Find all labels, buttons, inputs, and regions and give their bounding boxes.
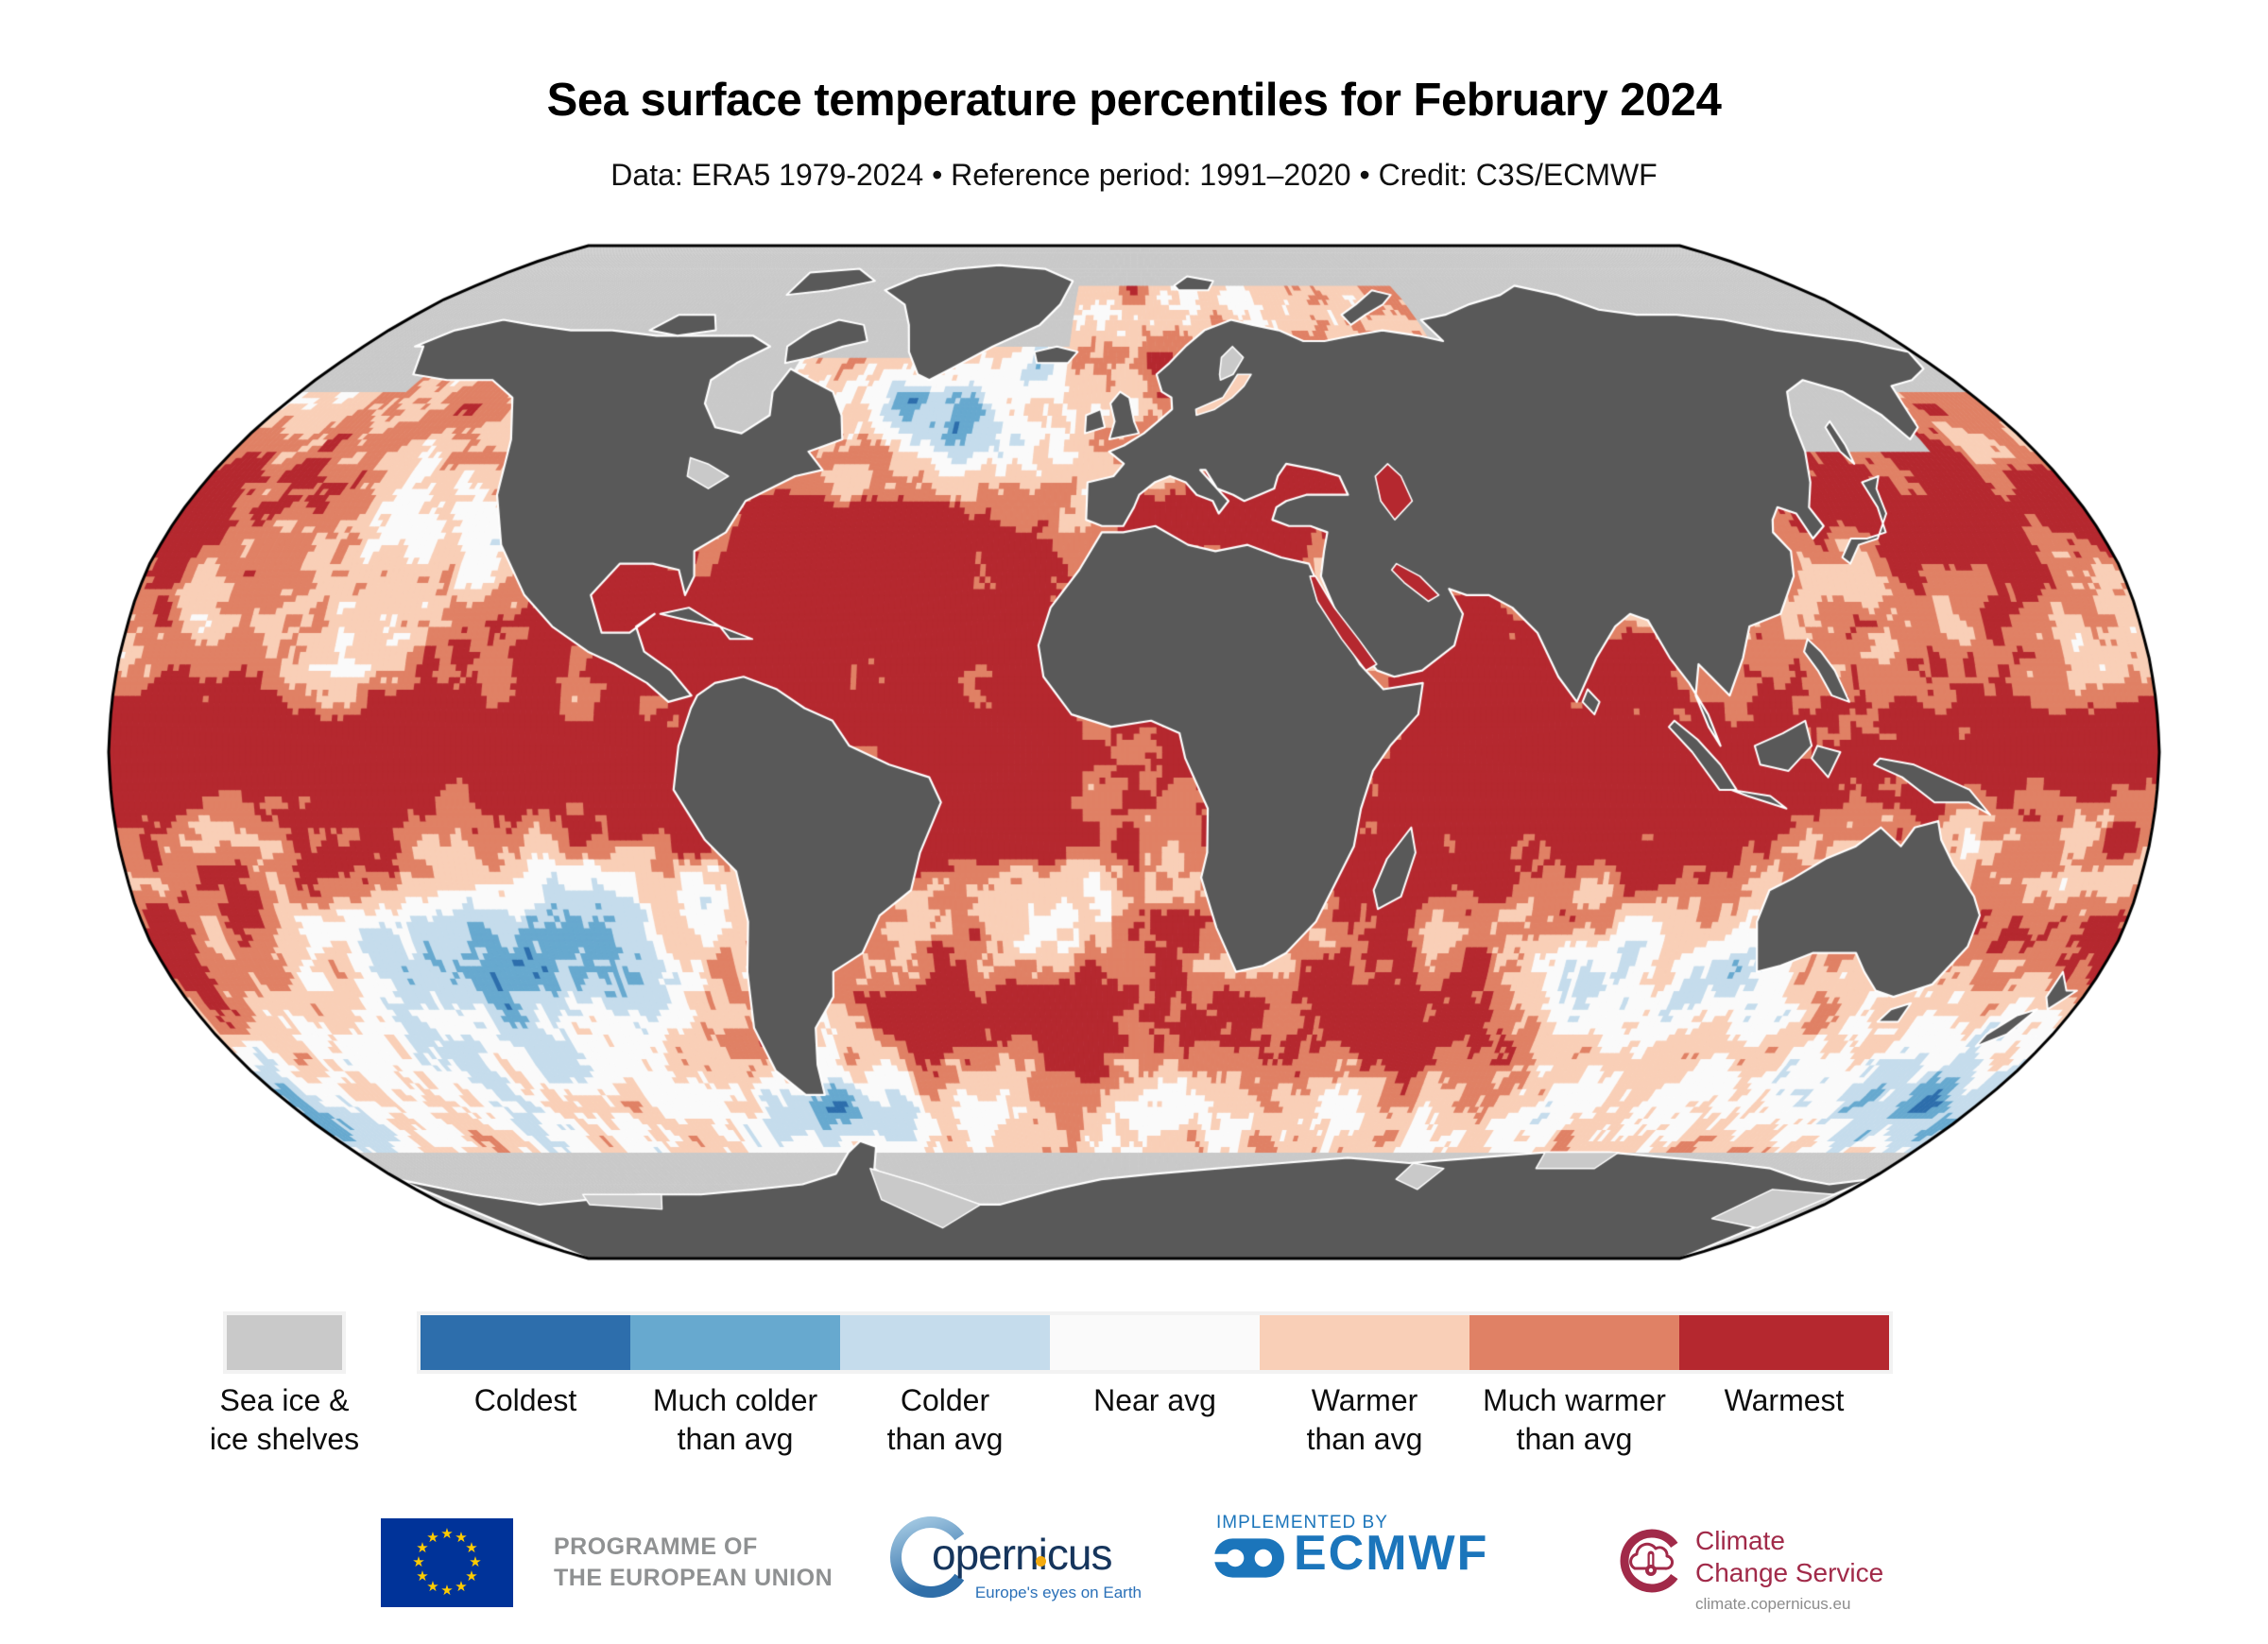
swatch-much-warmer	[1469, 1315, 1679, 1370]
label-near-avg: Near avg	[1093, 1383, 1216, 1417]
ecmwf-logo-icon	[1212, 1538, 1284, 1578]
copernicus-tagline: Europe's eyes on Earth	[974, 1584, 1142, 1601]
color-scale	[421, 1315, 1889, 1370]
swatch-much-colder	[630, 1315, 840, 1370]
swatch-warmest	[1679, 1315, 1889, 1370]
label-warmer: Warmer than avg	[1306, 1383, 1423, 1456]
eu-star-icon: ★	[469, 1554, 482, 1570]
copernicus-crescent-icon	[890, 1516, 965, 1598]
swatch-warmer	[1260, 1315, 1469, 1370]
ecmwf-wordmark: ECMWF	[1294, 1526, 1489, 1581]
c3s-name-line1: Climate	[1695, 1526, 1785, 1555]
copernicus-wordmark: opernicus	[932, 1530, 1112, 1579]
eu-star-icon: ★	[455, 1578, 468, 1595]
implemented-by-label: IMPLEMENTED BY	[1216, 1513, 1388, 1533]
eu-star-icon: ★	[440, 1526, 454, 1542]
eu-star-icon: ★	[465, 1568, 478, 1584]
eu-star-icon: ★	[465, 1540, 478, 1556]
eu-star-icon: ★	[426, 1530, 439, 1547]
eu-star-icon: ★	[440, 1583, 454, 1599]
c3s-url: climate.copernicus.eu	[1695, 1595, 1851, 1613]
label-much-warmer: Much warmer than avg	[1483, 1383, 1666, 1456]
copernicus-orange-dot-icon	[1036, 1556, 1046, 1567]
eu-programme-label: PROGRAMME OF THE EUROPEAN UNION	[554, 1533, 833, 1591]
eu-star-icon: ★	[412, 1554, 425, 1570]
sea-ice-swatch	[227, 1315, 342, 1370]
label-warmest: Warmest	[1724, 1383, 1845, 1417]
eu-star-icon: ★	[416, 1568, 429, 1584]
eu-star-icon: ★	[426, 1578, 439, 1595]
sea-ice-swatch-frame	[223, 1311, 346, 1374]
sea-ice-label: Sea ice & ice shelves	[209, 1383, 360, 1456]
eu-flag: ★ ★ ★ ★ ★ ★ ★ ★ ★ ★ ★ ★	[381, 1518, 513, 1607]
color-scale-frame	[417, 1311, 1893, 1374]
eu-star-icon: ★	[455, 1530, 468, 1547]
eu-star-icon: ★	[416, 1540, 429, 1556]
swatch-colder	[840, 1315, 1050, 1370]
label-colder: Colder than avg	[886, 1383, 1004, 1456]
swatch-near-avg	[1050, 1315, 1260, 1370]
c3s-name-line2: Change Service	[1695, 1558, 1884, 1587]
label-coldest: Coldest	[473, 1383, 577, 1417]
label-much-colder: Much colder than avg	[652, 1383, 818, 1456]
swatch-coldest	[421, 1315, 630, 1370]
c3s-logo-icon	[1620, 1529, 1678, 1593]
